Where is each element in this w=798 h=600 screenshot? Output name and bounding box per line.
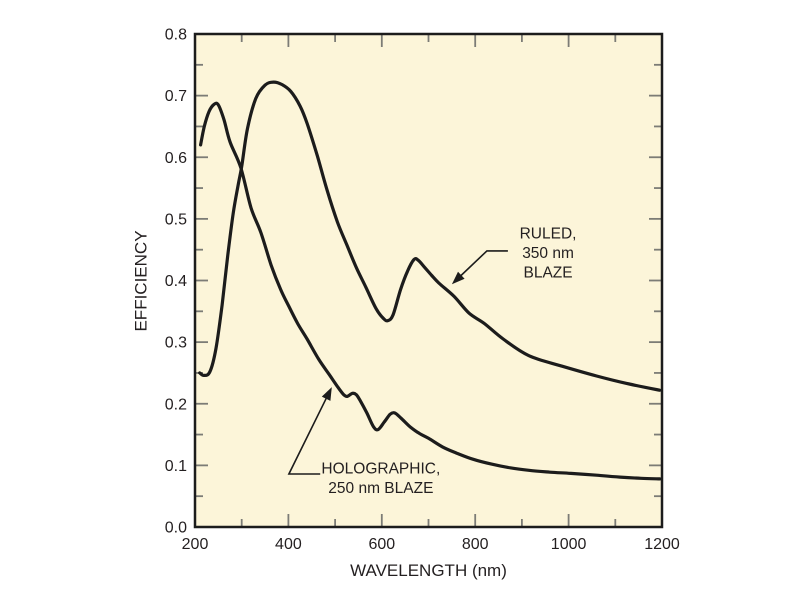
y-tick-label: 0.4 (165, 273, 187, 290)
y-tick-label: 0.7 (165, 88, 187, 105)
x-tick-label: 800 (462, 536, 489, 553)
y-tick-label: 0.3 (165, 335, 187, 352)
holographic-annotation-label: HOLOGRAPHIC, 250 nm BLAZE (321, 460, 440, 497)
y-tick-label: 0.6 (165, 150, 187, 167)
ruled-curve (198, 80, 662, 392)
ruled-annotation-label: RULED, 350 nm BLAZE (520, 226, 577, 282)
y-axis-title: EFFICIENCY (131, 230, 151, 332)
x-tick-label: 1200 (644, 536, 680, 553)
ruled-annotation-leader (457, 250, 508, 279)
ruled-arrowhead-icon (451, 271, 465, 285)
x-tick-label: 400 (275, 536, 302, 553)
holographic-arrowhead-icon (321, 387, 332, 401)
y-tick-label: 0.1 (165, 458, 187, 475)
y-tick-label: 0.0 (165, 520, 187, 537)
holographic-curve (199, 101, 662, 481)
plot-area (195, 34, 662, 527)
holographic-annotation-leader (287, 394, 329, 475)
plot-frame (193, 32, 664, 529)
x-tick-label: 600 (368, 536, 395, 553)
x-tick-label: 1000 (551, 536, 587, 553)
x-tick-label: 200 (182, 536, 209, 553)
y-tick-label: 0.5 (165, 211, 187, 228)
y-tick-label: 0.2 (165, 396, 187, 413)
x-axis-title: WAVELENGTH (nm) (350, 561, 507, 580)
y-tick-label: 0.8 (165, 27, 187, 44)
